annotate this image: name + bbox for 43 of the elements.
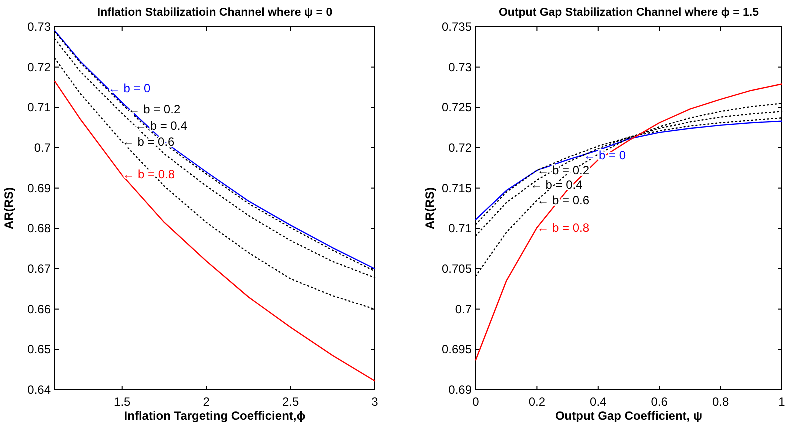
- y-tick-label: 0.725: [442, 100, 472, 115]
- x-axis-title: Output Gap Coefficient, ψ: [555, 409, 703, 423]
- y-tick-label: 0.73: [448, 60, 472, 74]
- x-tick-label: 2.5: [282, 395, 300, 409]
- x-axis-title: Inflation Targeting Coefficient,ϕ: [124, 409, 306, 423]
- y-tick-label: 0.7: [34, 141, 52, 155]
- x-tick-label: 0.8: [712, 395, 730, 409]
- x-tick-label: 0.4: [590, 395, 608, 409]
- x-tick-label: 2: [203, 395, 210, 409]
- annotation: ← b = 0.6: [537, 193, 590, 208]
- annotation: ← b = 0.8: [122, 168, 176, 182]
- y-tick-label: 0.68: [28, 222, 52, 236]
- y-tick-label: 0.73: [28, 20, 52, 34]
- y-tick-label: 0.705: [442, 262, 472, 276]
- y-axis-title: AR(RS): [423, 188, 437, 230]
- chart-title: Output Gap Stabilization Channel where ϕ = 1.5: [498, 7, 760, 19]
- y-tick-label: 0.7: [455, 302, 472, 316]
- line-series: [54, 80, 376, 382]
- y-tick-label: 0.69: [448, 383, 472, 397]
- y-tick-label: 0.66: [28, 302, 52, 316]
- annotation: ← b = 0.8: [537, 220, 590, 235]
- x-tick-label: 1: [778, 395, 786, 409]
- y-tick-label: 0.72: [448, 141, 472, 155]
- y-tick-label: 0.72: [28, 60, 52, 74]
- y-tick-label: 0.71: [28, 100, 52, 115]
- y-axis-title: AR(RS): [2, 188, 16, 230]
- annotation: ← b = 0.4: [135, 118, 188, 133]
- x-tick-label: 0.2: [528, 395, 546, 409]
- x-tick-label: 0.6: [651, 395, 668, 409]
- y-tick-label: 0.71: [448, 222, 472, 236]
- line-series: [475, 84, 783, 361]
- y-tick-label: 0.67: [28, 262, 52, 276]
- y-tick-label: 0.715: [442, 181, 472, 196]
- y-tick-label: 0.65: [28, 342, 52, 357]
- x-tick-label: 0: [472, 395, 480, 409]
- x-tick-label: 3: [372, 395, 379, 409]
- x-tick-label: 1.5: [114, 395, 132, 409]
- y-tick-label: 0.695: [442, 342, 472, 357]
- chart-title: Inflation Stabilizatioin Channel where ψ = 0: [97, 7, 333, 19]
- annotation: ← b = 0: [108, 82, 152, 96]
- y-tick-label: 0.69: [28, 181, 52, 196]
- y-tick-label: 0.64: [28, 383, 52, 397]
- y-tick-label: 0.735: [442, 20, 472, 34]
